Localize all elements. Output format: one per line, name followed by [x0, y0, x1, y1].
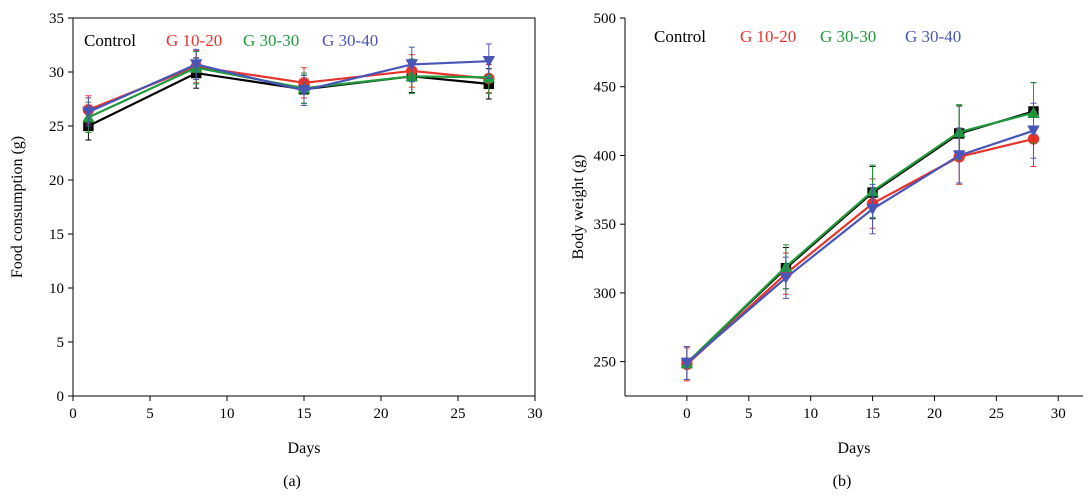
chart-panel-1: 0 5 10 15 20 25 30 35 0 5 10 15 20 25 30 Days Food consu… [9, 11, 543, 490]
series-line [686, 137, 1034, 366]
x-tick-label: 15 [865, 406, 880, 422]
legend-entry: G 30-40 [905, 27, 961, 46]
series-line [87, 60, 489, 113]
series-g-30-30 [680, 82, 1040, 381]
data-point [866, 203, 879, 216]
y-tick-label: 500 [594, 11, 617, 27]
y-tick-label: 350 [594, 217, 617, 233]
x-tick-label: 30 [1051, 406, 1066, 422]
x-tick-label: 20 [927, 406, 942, 422]
series-g-30-40 [82, 43, 495, 127]
x-tick-label: 30 [528, 406, 543, 422]
data-point [297, 85, 311, 97]
panel-label: (a) [283, 473, 301, 490]
legend-entry: G 10-20 [740, 27, 796, 46]
x-tick-label: 10 [803, 406, 818, 422]
series-line [686, 110, 1034, 364]
x-tick-label: 25 [451, 406, 466, 422]
y-axis-label: Body weight (g) [570, 155, 587, 260]
y-tick-label: 30 [49, 65, 64, 81]
y-tick-label: 300 [594, 286, 617, 302]
x-tick-label: 25 [989, 406, 1004, 422]
y-tick-label: 5 [57, 335, 65, 351]
series-line [87, 66, 489, 119]
data-point [1027, 125, 1040, 137]
x-tick-label: 20 [374, 406, 389, 422]
x-axis-label: Days [838, 440, 871, 457]
legend-entry: Control [654, 27, 706, 46]
data-point [482, 56, 495, 68]
y-tick-label: 450 [594, 80, 617, 96]
x-tick-label: 15 [297, 406, 312, 422]
data-point [680, 357, 694, 370]
y-tick-label: 10 [49, 281, 64, 297]
y-tick-label: 35 [49, 11, 64, 27]
series-g-10-20 [681, 110, 1040, 382]
legend-entry: G 10-20 [166, 31, 222, 50]
x-tick-label: 5 [745, 406, 753, 422]
data-point [953, 150, 966, 162]
data-point [82, 106, 95, 119]
y-tick-label: 0 [57, 389, 65, 405]
x-axis-label: Days [288, 440, 321, 457]
legend-entry: Control [84, 31, 136, 50]
series-control [83, 57, 494, 141]
series-line [87, 65, 489, 111]
legend-entry: G 30-40 [322, 31, 378, 50]
legend-entry: G 30-30 [820, 27, 876, 46]
panel-label: (b) [833, 473, 852, 490]
data-point [779, 272, 793, 284]
series-g-30-40 [680, 102, 1040, 381]
y-tick-label: 25 [49, 119, 64, 135]
y-tick-label: 20 [49, 173, 64, 189]
data-point [405, 59, 418, 71]
data-point [190, 59, 203, 71]
y-tick-label: 400 [594, 148, 617, 164]
legend-entry: G 30-30 [243, 31, 299, 50]
x-tick-label: 10 [220, 406, 235, 422]
x-tick-label: 5 [146, 406, 154, 422]
series-line [686, 129, 1034, 364]
series-control [681, 82, 1039, 381]
y-tick-label: 250 [594, 355, 617, 371]
y-axis-label: Food consumption (g) [9, 136, 26, 278]
x-tick-label: 0 [69, 406, 77, 422]
x-tick-label: 0 [683, 406, 691, 422]
y-tick-label: 15 [49, 227, 64, 243]
chart-panel-2: 250 300 350 400 450 500 0 5 10 15 20 25 30 Days Body w… [570, 11, 1083, 490]
